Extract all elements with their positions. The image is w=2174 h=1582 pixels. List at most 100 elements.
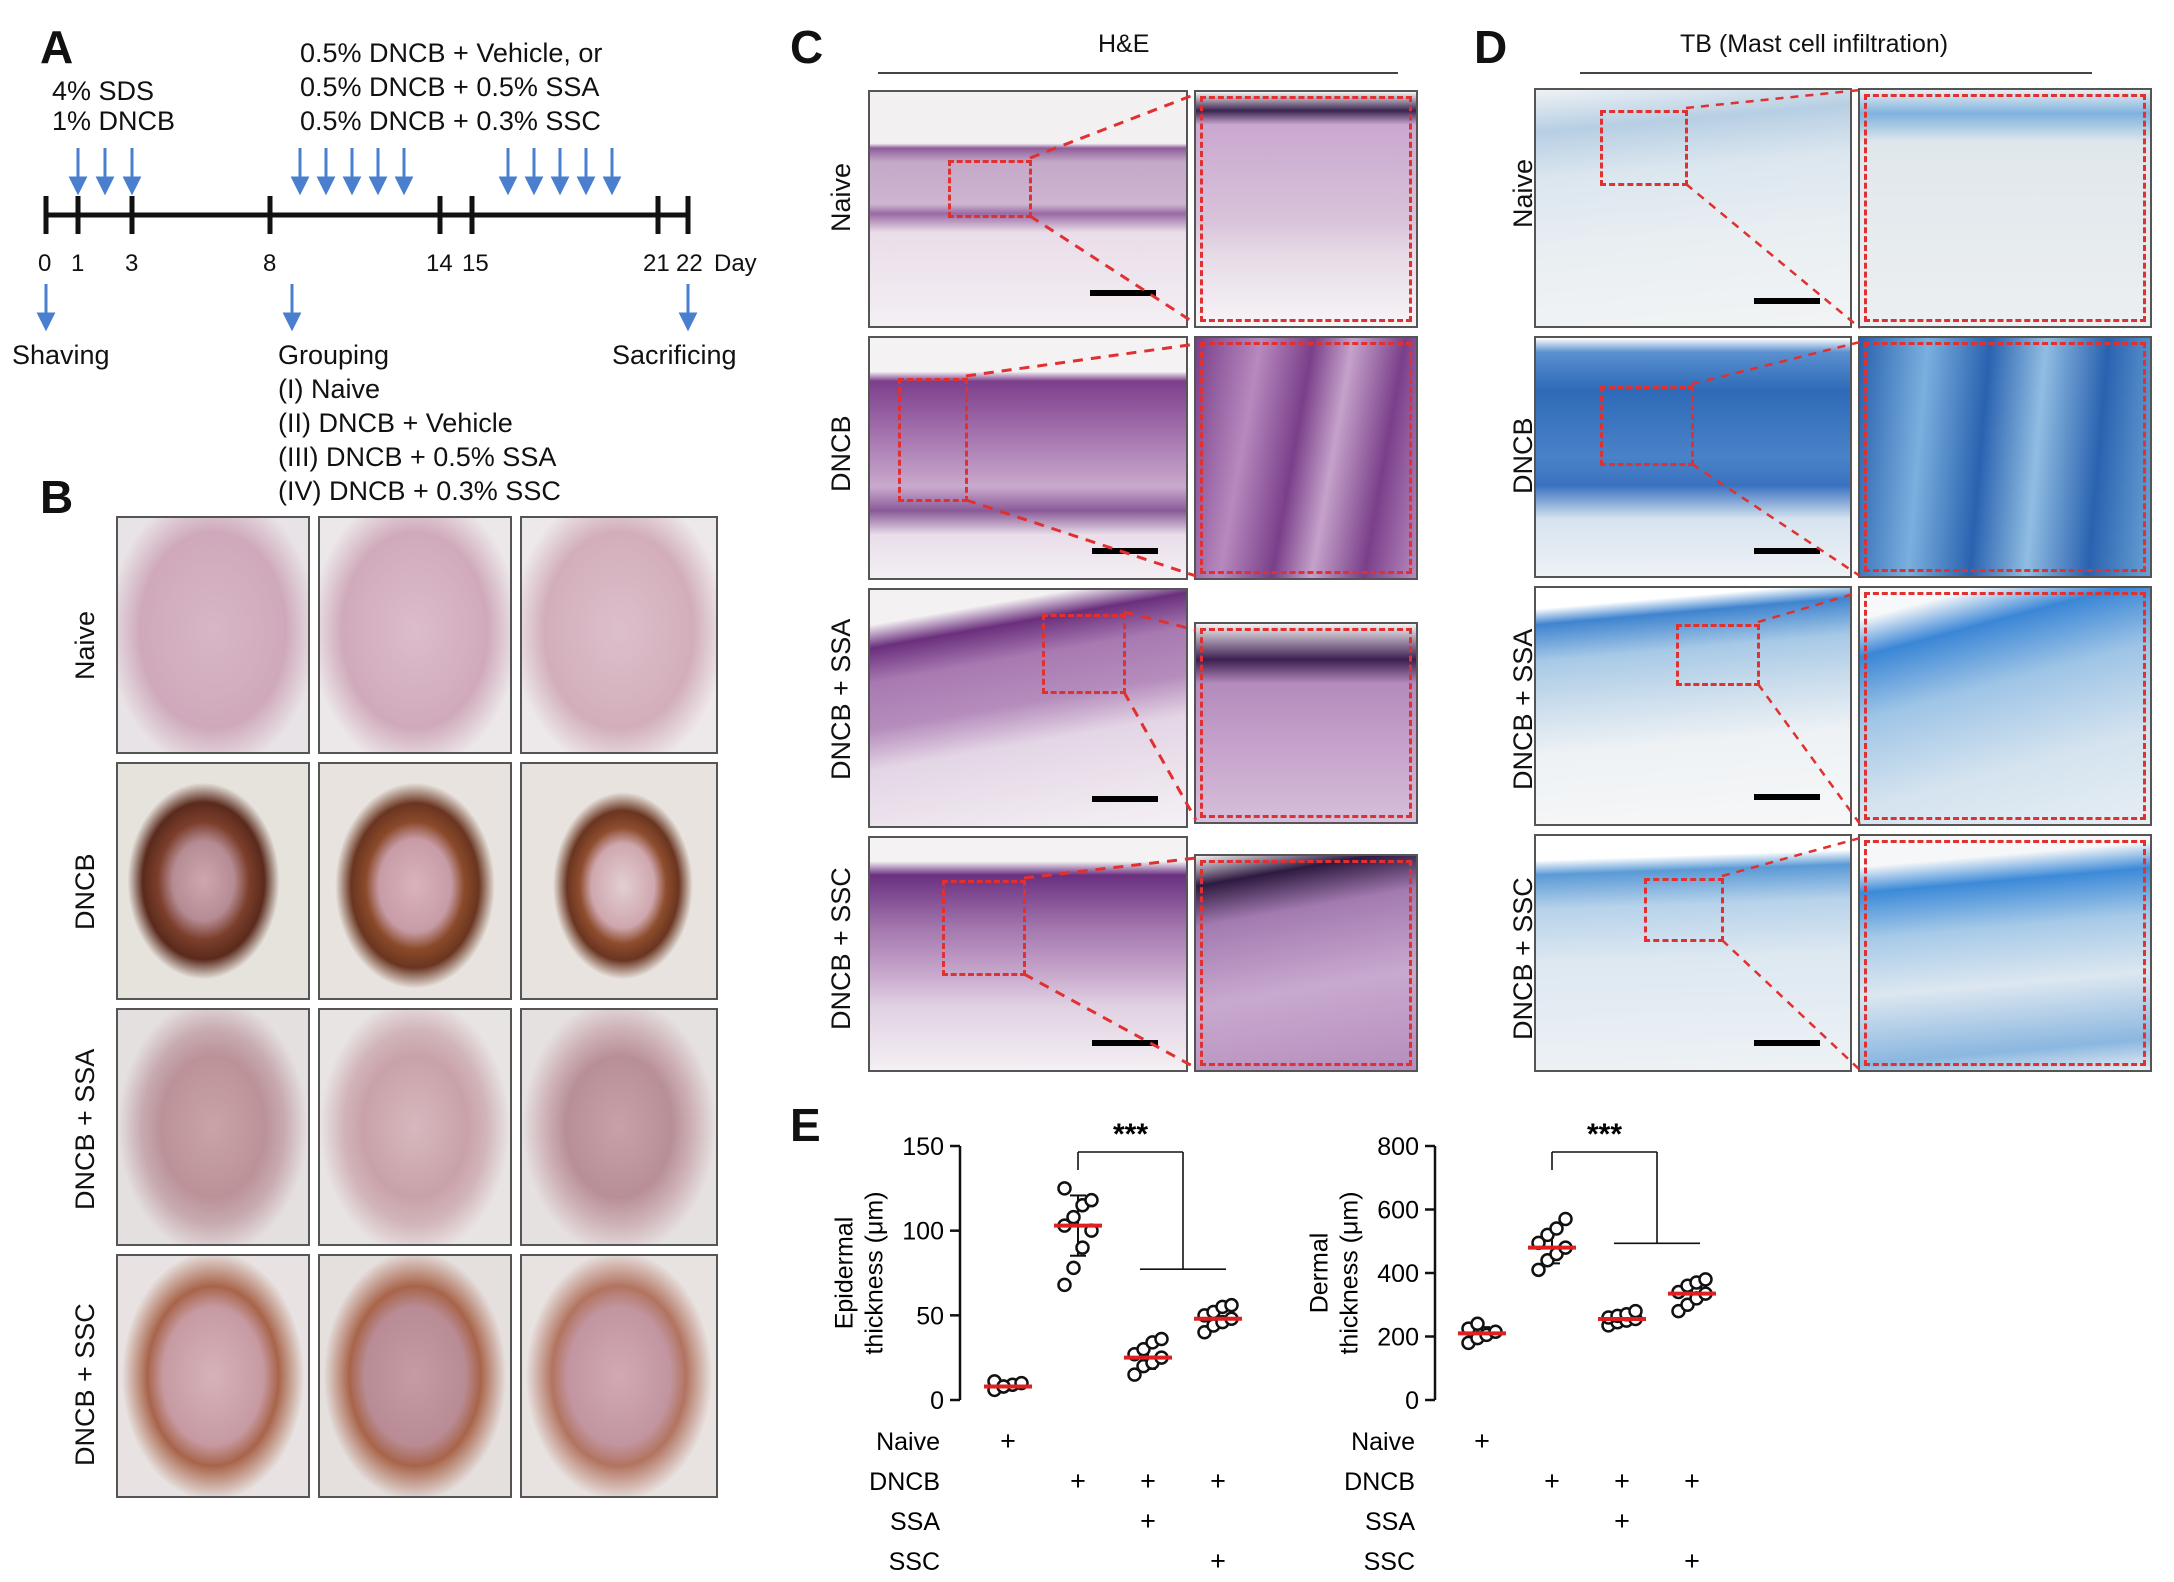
he-dncb-zoom-frame (1200, 342, 1412, 574)
he-dncb-overview (868, 336, 1188, 580)
dermal-chart: 0 200 400 600 800 Dermalthickness (μm) *** Naiv… (1306, 1118, 1716, 1576)
condition-label: SSA (890, 1508, 940, 1536)
tb-naive-zoom-region (1600, 110, 1688, 186)
he-title: H&E (1098, 30, 1150, 58)
data-point (1127, 1367, 1142, 1382)
tb-ssc-overview (1534, 834, 1852, 1072)
tick-8: 8 (263, 250, 277, 277)
tick-21: 21 (643, 250, 670, 277)
significance-stars: *** (1113, 1118, 1148, 1151)
group-2: (II) DNCB + Vehicle (278, 408, 513, 438)
epidermal-chart: 0 50 100 150 Epidermalthickness (μm) *** Naive… (831, 1118, 1242, 1576)
condition-label: Naive (876, 1428, 940, 1456)
tb-ssa-zoom-frame (1864, 592, 2146, 820)
tb-dncb-scale-bar (1754, 548, 1820, 554)
tb-dncb-overview (1534, 336, 1852, 578)
condition-mark: + (1684, 1546, 1700, 1576)
photo-naive-1 (116, 516, 310, 754)
y-tick-label: 400 (1377, 1260, 1419, 1288)
condition-label: DNCB (1344, 1468, 1415, 1496)
tick-15: 15 (462, 250, 489, 277)
significance-stars: *** (1587, 1118, 1622, 1151)
tb-naive-zoom-frame (1864, 94, 2146, 322)
grouping-title: Grouping (278, 340, 390, 370)
b-row-label-naive: Naive (70, 610, 100, 680)
he-ssc-overview (868, 836, 1188, 1072)
condition-label: SSA (1365, 1508, 1415, 1536)
tb-naive-overview (1534, 88, 1852, 328)
photo-naive-3 (520, 516, 718, 754)
c-row-label-ssa: DNCB + SSA (826, 618, 856, 780)
photo-ssc-1 (116, 1254, 310, 1498)
tb-title: TB (Mast cell infiltration) (1680, 30, 1949, 58)
c-row-label-naive: Naive (826, 162, 856, 232)
photo-ssc-3 (520, 1254, 718, 1498)
condition-mark: + (1684, 1466, 1700, 1496)
condition-mark: + (1614, 1506, 1630, 1536)
data-point (1066, 1209, 1081, 1225)
data-point (1057, 1181, 1072, 1196)
induction-arrows (68, 148, 142, 196)
data-point (1558, 1211, 1573, 1227)
shaving-label: Shaving (12, 340, 110, 370)
data-point (1531, 1262, 1546, 1278)
y-axis-label: Epidermalthickness (μm) (831, 1191, 889, 1354)
data-point (1628, 1303, 1643, 1319)
he-naive-zoom-frame (1200, 96, 1412, 322)
timeline-diagram (36, 148, 698, 332)
y-tick-label: 200 (1377, 1324, 1419, 1352)
tb-connectors (1685, 88, 1862, 1071)
photo-naive-2 (318, 516, 512, 754)
photo-ssc-2 (318, 1254, 512, 1498)
treatment-vehicle: 0.5% DNCB + Vehicle, or (300, 38, 603, 68)
condition-mark: + (1614, 1466, 1630, 1496)
condition-mark: + (1140, 1466, 1156, 1496)
photo-dncb-3 (520, 762, 718, 1000)
induction-dncb: 1% DNCB (52, 106, 176, 136)
condition-mark: + (1210, 1546, 1226, 1576)
panel-d-label: D (1474, 21, 1508, 73)
b-row-label-ssa: DNCB + SSA (70, 1048, 100, 1210)
tb-naive-zoom (1858, 88, 2152, 328)
condition-label: DNCB (869, 1468, 940, 1496)
treatment-ssc: 0.5% DNCB + 0.3% SSC (300, 106, 601, 136)
y-tick-label: 0 (1405, 1387, 1419, 1415)
tb-title-rule (1580, 72, 2092, 74)
treatment-arrows-2 (498, 148, 622, 196)
he-ssc-zoom (1194, 854, 1418, 1072)
tick-22: 22 (676, 250, 703, 277)
tb-ssc-zoom (1858, 834, 2152, 1072)
tb-ssc-zoom-frame (1864, 840, 2146, 1066)
he-ssa-zoom-region (1042, 614, 1126, 694)
photo-ssa-2 (318, 1008, 512, 1246)
condition-label: SSC (1364, 1548, 1415, 1576)
he-ssc-zoom-region (942, 880, 1026, 976)
tb-dncb-zoom-frame (1864, 342, 2146, 572)
data-point (1224, 1297, 1239, 1313)
y-tick-label: 100 (902, 1218, 944, 1246)
tick-0: 0 (38, 250, 52, 277)
c-row-label-ssc: DNCB + SSC (826, 867, 856, 1030)
tb-ssa-zoom-region (1676, 624, 1760, 686)
photo-dncb-2 (318, 762, 512, 1000)
b-row-label-ssc: DNCB + SSC (70, 1303, 100, 1466)
induction-sds: 4% SDS (52, 76, 155, 106)
group-1: (I) Naive (278, 374, 381, 404)
y-tick-label: 800 (1377, 1133, 1419, 1161)
treatment-ssa: 0.5% DNCB + 0.5% SSA (300, 72, 600, 102)
treatment-arrows-1 (290, 148, 414, 196)
data-point (1470, 1316, 1485, 1332)
group-3: (III) DNCB + 0.5% SSA (278, 442, 557, 472)
c-row-label-dncb: DNCB (826, 415, 856, 492)
he-ssc-scale-bar (1092, 1040, 1158, 1046)
panel-a-label: A (40, 21, 74, 73)
condition-mark: + (1140, 1506, 1156, 1536)
condition-label: Naive (1351, 1428, 1415, 1456)
condition-label: SSC (889, 1548, 940, 1576)
timeline-unit: Day (714, 250, 757, 277)
tick-3: 3 (125, 250, 139, 277)
he-ssa-zoom (1194, 622, 1418, 824)
he-ssa-scale-bar (1092, 796, 1158, 802)
tb-naive-scale-bar (1754, 298, 1820, 304)
he-dncb-zoom (1194, 336, 1418, 580)
